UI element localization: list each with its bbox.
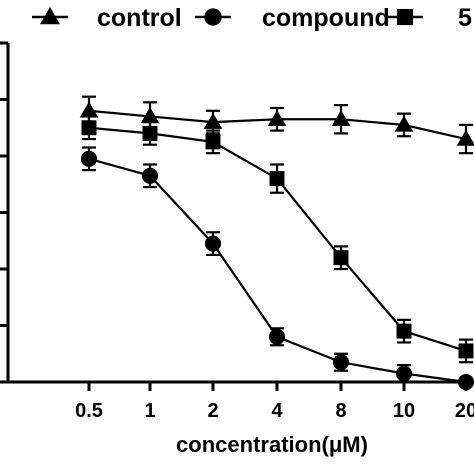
legend-item: 5 <box>387 4 472 32</box>
series-layer <box>79 95 474 391</box>
data-point <box>80 150 98 167</box>
x-axis-label: concentration(μM) <box>176 432 368 457</box>
legend-item: compound <box>195 4 390 32</box>
data-point <box>141 167 159 184</box>
data-point <box>81 120 97 136</box>
data-point <box>267 110 287 127</box>
data-point <box>457 373 474 391</box>
legend-label: 5 <box>458 4 472 32</box>
data-point <box>79 101 99 118</box>
data-point <box>458 343 474 359</box>
legend-label: control <box>97 4 182 32</box>
data-point <box>332 354 350 371</box>
x-tick-label: 4 <box>271 400 283 422</box>
legend-marker <box>40 7 60 25</box>
x-tick-label: 8 <box>335 400 346 422</box>
data-point <box>331 110 351 127</box>
data-point <box>396 323 412 339</box>
x-tick-label: 20 <box>455 400 474 422</box>
x-tick-label: 1 <box>144 400 155 422</box>
x-tick-label: 0.5 <box>75 400 103 422</box>
series-square <box>81 115 474 364</box>
series-line <box>88 126 467 352</box>
series-triangle <box>79 95 474 155</box>
data-point <box>394 115 414 132</box>
legend-marker <box>396 8 414 26</box>
legend-label: compound <box>262 4 390 32</box>
data-point <box>333 250 349 266</box>
data-point <box>269 171 285 187</box>
data-point <box>204 235 222 252</box>
x-tick-label: 2 <box>207 400 218 422</box>
series-circle <box>80 146 474 391</box>
data-point <box>268 328 286 345</box>
legend-marker <box>204 8 222 26</box>
axes: 0.5 1 2 4 8 10 20 <box>0 41 474 422</box>
data-point <box>456 129 474 146</box>
data-point <box>140 107 160 124</box>
legend: control compound 5 <box>32 4 472 32</box>
x-tick-label: 10 <box>393 400 415 422</box>
data-point <box>205 134 221 150</box>
data-point <box>142 125 158 141</box>
data-point <box>203 112 223 129</box>
data-point <box>395 365 413 382</box>
legend-item: control <box>32 4 182 32</box>
